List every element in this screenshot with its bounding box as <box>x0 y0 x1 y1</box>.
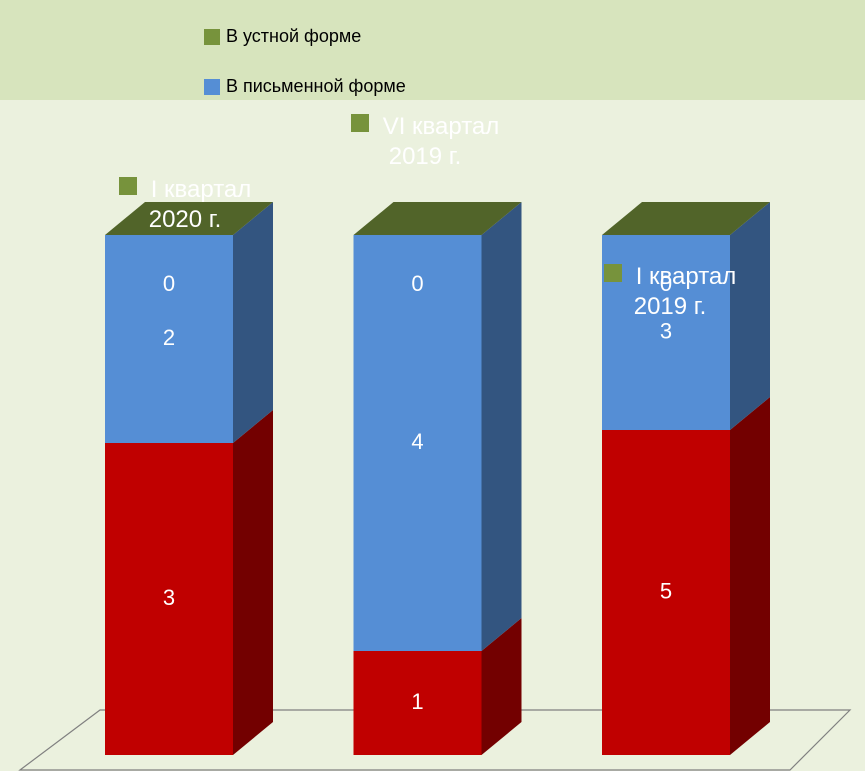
bar-side <box>481 618 522 755</box>
legend-swatch <box>204 29 220 45</box>
value-label: 0 <box>411 271 423 296</box>
bar-front <box>105 235 233 443</box>
value-label: 0 <box>163 271 175 296</box>
legend-swatch <box>204 79 220 95</box>
floor <box>18 709 852 771</box>
value-label: 3 <box>660 318 672 343</box>
category-label: I квартал 2019 г. <box>575 262 765 322</box>
value-label: 5 <box>660 578 672 603</box>
legend-band <box>0 0 865 100</box>
legend-label: В письменной форме <box>226 76 406 96</box>
bar-front <box>105 443 233 755</box>
bar-front <box>602 430 730 755</box>
value-label: 1 <box>411 689 423 714</box>
bar-front <box>353 235 482 651</box>
category-label: VI квартал 2019 г. <box>345 112 505 172</box>
bar-side <box>730 397 770 755</box>
value-label: 3 <box>163 585 175 610</box>
legend-label: В устной форме <box>226 26 361 46</box>
bar-front <box>353 651 482 755</box>
bar-side <box>481 202 522 651</box>
value-label: 4 <box>411 429 423 454</box>
bar-top <box>602 202 770 235</box>
bar-top <box>353 202 522 235</box>
value-label: 2 <box>163 325 175 350</box>
bar-side <box>233 202 273 443</box>
category-label: I квартал 2020 г. <box>105 175 265 235</box>
bar-side <box>233 410 273 755</box>
